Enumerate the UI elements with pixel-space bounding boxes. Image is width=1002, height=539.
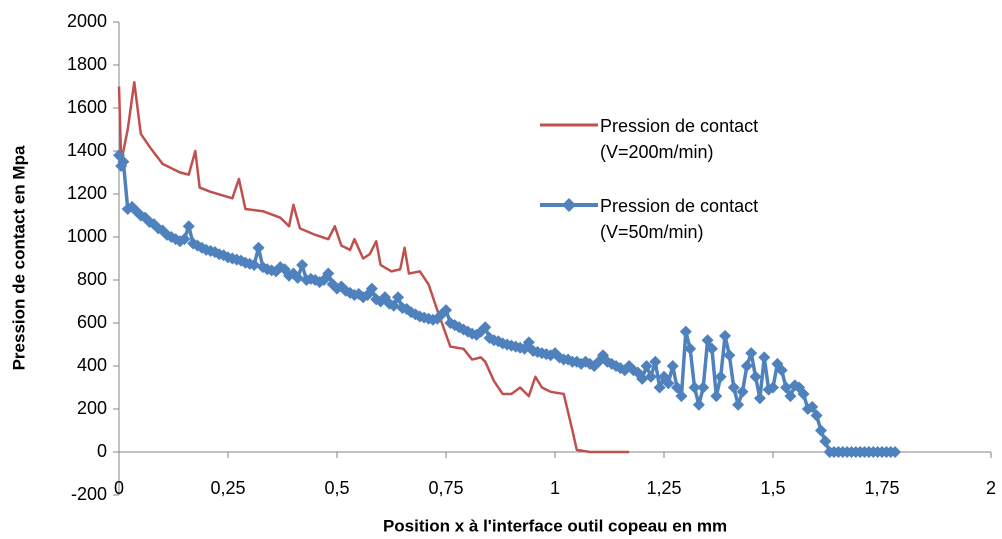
- point: [522, 336, 535, 349]
- x-tick-label: 0,25: [210, 478, 245, 498]
- x-axis-title: Position x à l'interface outil copeau en…: [383, 516, 727, 535]
- point: [440, 304, 452, 317]
- point: [182, 220, 195, 233]
- point: [684, 342, 697, 355]
- y-tick-label: 1400: [67, 140, 107, 160]
- point: [710, 390, 723, 403]
- point: [252, 241, 265, 254]
- x-tick-label: 2: [986, 478, 996, 498]
- point: [662, 377, 675, 390]
- point: [697, 381, 710, 394]
- y-tick-label: 1200: [67, 183, 107, 203]
- point: [701, 334, 714, 347]
- y-tick-label: 1800: [67, 54, 107, 74]
- legend-label: Pression de contact (V=200m/min): [600, 116, 759, 162]
- point: [178, 233, 191, 246]
- line: [117, 80, 630, 454]
- point: [749, 370, 762, 383]
- point: [688, 381, 701, 394]
- y-tick-label: 1600: [67, 97, 107, 117]
- point: [692, 398, 705, 411]
- point: [736, 385, 749, 398]
- legend-marker: [562, 198, 576, 212]
- point: [758, 351, 771, 364]
- point: [719, 329, 732, 342]
- point: [636, 372, 649, 385]
- point: [671, 381, 684, 394]
- point: [705, 342, 718, 355]
- point: [806, 400, 819, 413]
- legend-label: Pression de contact (V=50m/min): [600, 196, 759, 242]
- y-tick-label: 0: [97, 441, 107, 461]
- point: [732, 398, 745, 411]
- y-tick-label: 800: [77, 269, 107, 289]
- point: [797, 387, 810, 400]
- point: [322, 267, 335, 280]
- point: [814, 424, 827, 437]
- point: [775, 364, 788, 377]
- point: [666, 360, 679, 372]
- x-tick-label: 0,75: [428, 478, 463, 498]
- x-tick-label: 1,75: [864, 478, 899, 498]
- point: [740, 360, 753, 372]
- point: [767, 381, 779, 394]
- point: [810, 409, 823, 422]
- point: [365, 282, 378, 295]
- y-tick-label: 1000: [67, 226, 107, 246]
- point: [889, 446, 902, 458]
- point: [649, 355, 662, 368]
- point: [675, 390, 688, 403]
- x-tick-label: 0: [114, 478, 124, 498]
- point: [248, 258, 261, 271]
- y-tick-label: 400: [77, 355, 107, 375]
- point: [387, 299, 400, 312]
- x-tick-label: 1,5: [760, 478, 785, 498]
- point: [784, 390, 797, 403]
- point: [644, 370, 657, 383]
- y-tick-label: 2000: [67, 11, 107, 31]
- point: [117, 155, 130, 168]
- point: [727, 381, 740, 394]
- y-axis-title: Pression de contact en Mpa: [9, 145, 28, 370]
- point: [679, 325, 692, 338]
- y-tick-label: 200: [77, 398, 107, 418]
- point: [479, 321, 492, 334]
- point: [640, 360, 653, 372]
- point: [723, 349, 736, 362]
- point: [714, 370, 727, 383]
- x-tick-label: 0,5: [324, 478, 349, 498]
- point: [653, 381, 666, 394]
- y-tick-label: 600: [77, 312, 107, 332]
- point: [392, 291, 405, 304]
- point: [819, 435, 832, 448]
- x-tick-label: 1: [550, 478, 560, 498]
- point: [291, 271, 304, 284]
- y-tick-label: -200: [71, 484, 107, 504]
- point: [780, 381, 793, 394]
- x-tick-label: 1,25: [646, 478, 681, 498]
- point: [745, 347, 758, 360]
- point: [296, 258, 309, 271]
- point: [753, 392, 766, 405]
